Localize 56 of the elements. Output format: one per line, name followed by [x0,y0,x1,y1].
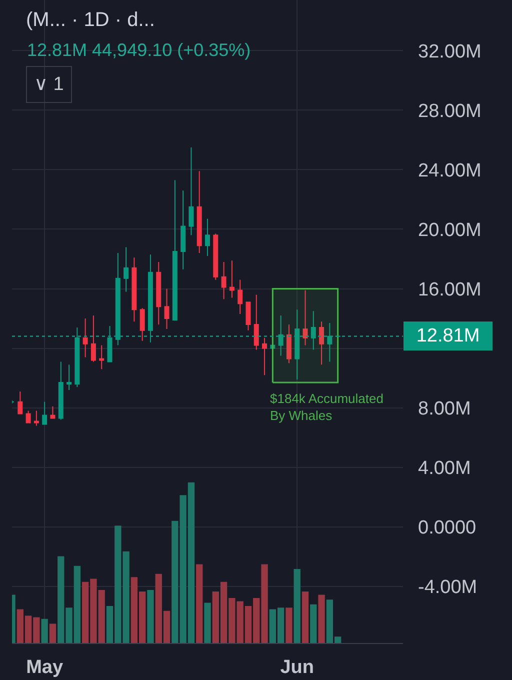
candlestick [180,190,186,270]
y-tick-label: -4.00M [418,577,478,598]
bar [196,564,203,643]
candlestick [140,308,145,342]
annotation: ∨ 1 [34,74,64,95]
bar [286,608,292,643]
bar [302,592,309,643]
candlestick [34,410,39,426]
candlestick [50,406,56,419]
candlestick [196,170,202,254]
y-tick-label: 4.00M [418,458,471,480]
candlestick [156,261,162,325]
candlestick [82,318,88,358]
ref-line-label: 12.81M [416,326,480,346]
bar [147,590,154,643]
y-tick-label: 28.00M [418,100,482,122]
bar [310,604,317,643]
candlestick [42,401,48,425]
candlestick [66,364,72,390]
candlestick [26,410,31,424]
y-tick-label: 16.00M [418,279,482,300]
candlestick [286,324,292,364]
chart-title: (M... · 1D · d... [26,9,155,31]
text: 12.81M 44,949.10 (+0.35%) [27,40,251,60]
candlestick [205,218,210,257]
bar [49,624,56,643]
candlestick [229,260,234,298]
y-tick-label: 20.00M [418,220,482,241]
candlestick [213,233,218,280]
candlestick [188,146,194,236]
bar [294,569,300,643]
candlestick [132,257,137,322]
candlestick [254,294,259,350]
bar [318,594,325,643]
candlestick [238,279,243,315]
bar [204,602,211,643]
y-tick-label: 32.00M [418,41,482,62]
candlestick [58,361,64,420]
candlestick [124,246,129,292]
candlestick [221,261,226,300]
candlestick [164,288,170,330]
x-tick-label: Jun [280,656,314,678]
y-tick-label: 8.00M [418,398,471,420]
candlestick [262,337,268,376]
annotation: $184k Accumulated By Whales [270,391,384,423]
candlestick [90,315,96,362]
y-tick-label: 0.0000 [418,518,476,539]
candlestick [18,390,23,414]
candlestick [172,180,178,321]
candlestick [99,344,104,370]
y-tick-label: 24.00M [418,160,482,182]
candlestick [302,290,308,346]
candlestick [319,321,324,366]
bar [41,618,48,643]
x-tick-label: May [26,656,64,678]
candlestick [246,302,251,331]
